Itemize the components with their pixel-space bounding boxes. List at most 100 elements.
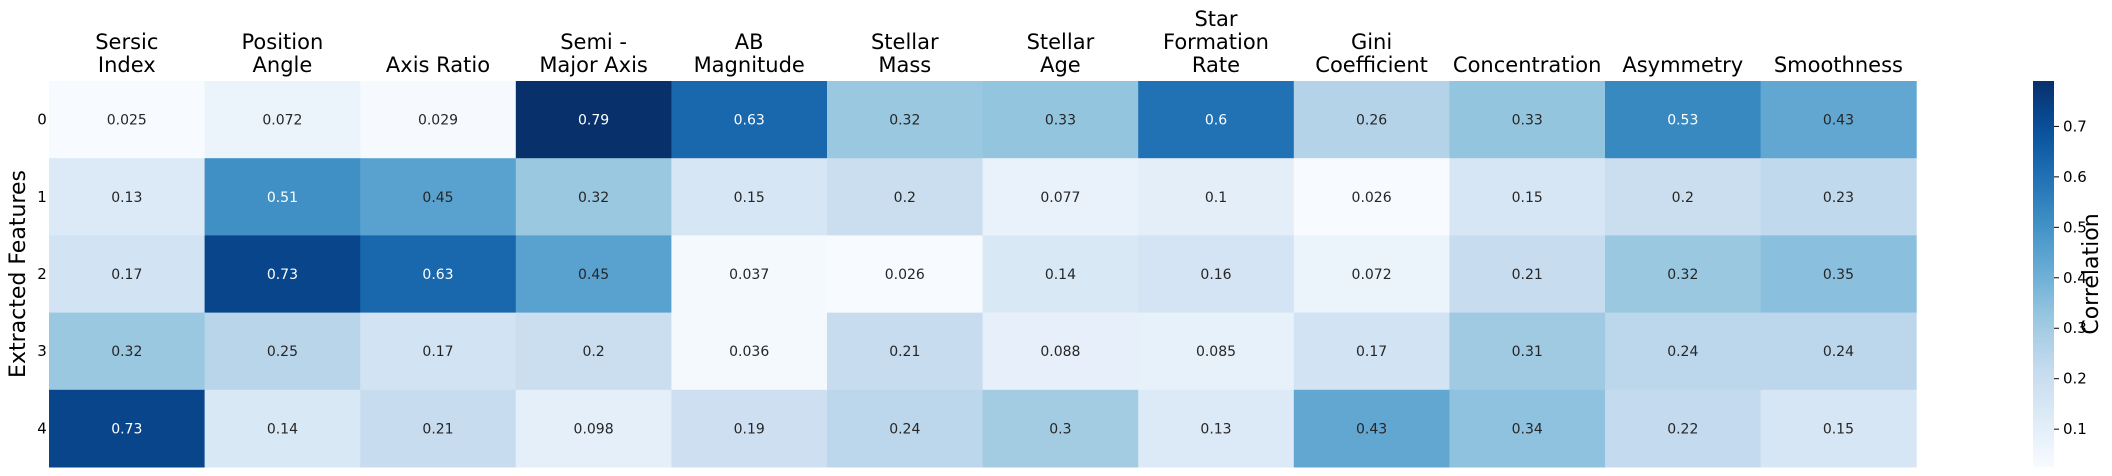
heatmap-cell <box>1449 158 1606 236</box>
cell-value-label: 0.24 <box>1823 344 1854 360</box>
heatmap-cell <box>1138 158 1295 236</box>
cell-value-label: 0.22 <box>1667 421 1698 437</box>
cell-value-label: 0.43 <box>1823 113 1854 129</box>
heatmap-cell <box>1605 312 1762 391</box>
column-label: Position Angle <box>242 30 324 77</box>
cell-value-label: 0.14 <box>1045 267 1076 283</box>
heatmap-cell <box>1138 312 1295 391</box>
cell-value-label: 0.73 <box>267 267 298 283</box>
heatmap-cell <box>1760 312 1917 391</box>
heatmap-cell <box>1760 389 1917 468</box>
heatmap-cell <box>1293 389 1450 468</box>
cell-value-label: 0.026 <box>1352 190 1392 206</box>
cell-value-label: 0.17 <box>1356 344 1387 360</box>
heatmap-cell <box>204 158 361 236</box>
cell-value-label: 0.077 <box>1040 190 1080 206</box>
heatmap-cell <box>671 389 828 468</box>
heatmap-cell <box>515 81 672 159</box>
heatmap-cell <box>49 158 206 236</box>
cell-value-label: 0.33 <box>1512 113 1543 129</box>
row-label: 1 <box>37 188 47 206</box>
heatmap-cell <box>1605 158 1762 236</box>
heatmap-cell <box>827 158 984 236</box>
heatmap-cells: 0.025 0.072 0.029 0.79 0.63 0.32 0.33 0.6 0.26 0.… <box>49 81 1917 468</box>
cell-value-label: 0.31 <box>1512 344 1543 360</box>
heatmap-cell <box>515 312 672 391</box>
row-labels: 0 1 2 3 4 <box>37 111 47 438</box>
column-label: Smoothness <box>1774 53 1903 77</box>
heatmap-cell <box>515 389 672 468</box>
cell-value-label: 0.072 <box>1352 267 1392 283</box>
cell-value-label: 0.1 <box>1205 190 1227 206</box>
heatmap-cell <box>1449 235 1606 314</box>
column-label: Stellar Mass <box>871 30 939 77</box>
colorbar-tick-label: 0.4 <box>2063 269 2087 287</box>
row-label: 4 <box>37 419 47 437</box>
heatmap-cell <box>49 81 206 159</box>
cell-value-label: 0.3 <box>1049 421 1071 437</box>
heatmap-cell <box>360 389 517 468</box>
column-label: Asymmetry <box>1622 53 1743 77</box>
cell-value-label: 0.24 <box>1667 344 1698 360</box>
heatmap-cell <box>204 235 361 314</box>
cell-value-label: 0.63 <box>422 267 453 283</box>
cell-value-label: 0.036 <box>729 344 769 360</box>
cell-value-label: 0.098 <box>574 421 614 437</box>
heatmap-cell <box>671 235 828 314</box>
row-label: 3 <box>37 342 47 360</box>
column-label: Concentration <box>1453 53 1602 77</box>
column-labels: Sersic Index Position Angle Axis Ratio Semi -… <box>95 7 1903 77</box>
heatmap-cell <box>1605 235 1762 314</box>
heatmap-cell <box>204 81 361 159</box>
cell-value-label: 0.23 <box>1823 190 1854 206</box>
cell-value-label: 0.13 <box>1200 421 1231 437</box>
heatmap-cell <box>49 235 206 314</box>
heatmap-cell <box>1449 389 1606 468</box>
cell-value-label: 0.32 <box>111 344 142 360</box>
column-label: Semi -Major Axis <box>539 30 648 77</box>
cell-value-label: 0.53 <box>1667 113 1698 129</box>
cell-value-label: 0.026 <box>885 267 925 283</box>
heatmap-cell <box>827 235 984 314</box>
cell-value-label: 0.63 <box>734 113 765 129</box>
cell-value-label: 0.51 <box>267 190 298 206</box>
cell-value-label: 0.15 <box>1823 421 1854 437</box>
colorbar <box>2033 81 2054 467</box>
column-label: Star Formation Rate <box>1163 7 1269 77</box>
cell-value-label: 0.43 <box>1356 421 1387 437</box>
heatmap-cell <box>360 235 517 314</box>
column-label: Sersic Index <box>95 30 158 77</box>
cell-value-label: 0.088 <box>1040 344 1080 360</box>
heatmap-cell <box>982 235 1139 314</box>
cell-value-label: 0.21 <box>422 421 453 437</box>
cell-value-label: 0.2 <box>894 190 916 206</box>
heatmap-cell <box>1293 158 1450 236</box>
cell-value-label: 0.15 <box>734 190 765 206</box>
heatmap-cell <box>1138 235 1295 314</box>
cell-value-label: 0.025 <box>107 113 147 129</box>
heatmap-cell <box>1760 235 1917 314</box>
cell-value-label: 0.26 <box>1356 113 1387 129</box>
column-label: Stellar Age <box>1027 30 1095 77</box>
column-label: Axis Ratio <box>386 53 490 77</box>
colorbar-tick-label: 0.5 <box>2063 218 2087 236</box>
cell-value-label: 0.33 <box>1045 113 1076 129</box>
colorbar-tick-label: 0.1 <box>2063 420 2087 438</box>
heatmap-cell <box>204 389 361 468</box>
cell-value-label: 0.45 <box>578 267 609 283</box>
colorbar-tick-label: 0.7 <box>2063 117 2087 135</box>
cell-value-label: 0.24 <box>889 421 920 437</box>
colorbar-tick-label: 0.3 <box>2063 319 2087 337</box>
heatmap-cell <box>982 312 1139 391</box>
cell-value-label: 0.17 <box>422 344 453 360</box>
cell-value-label: 0.32 <box>578 190 609 206</box>
cell-value-label: 0.17 <box>111 267 142 283</box>
cell-value-label: 0.6 <box>1205 113 1227 129</box>
heatmap-cell <box>982 81 1139 159</box>
heatmap-cell <box>827 389 984 468</box>
heatmap-cell <box>204 312 361 391</box>
cell-value-label: 0.029 <box>418 113 458 129</box>
cell-value-label: 0.73 <box>111 421 142 437</box>
heatmap-cell <box>827 81 984 159</box>
